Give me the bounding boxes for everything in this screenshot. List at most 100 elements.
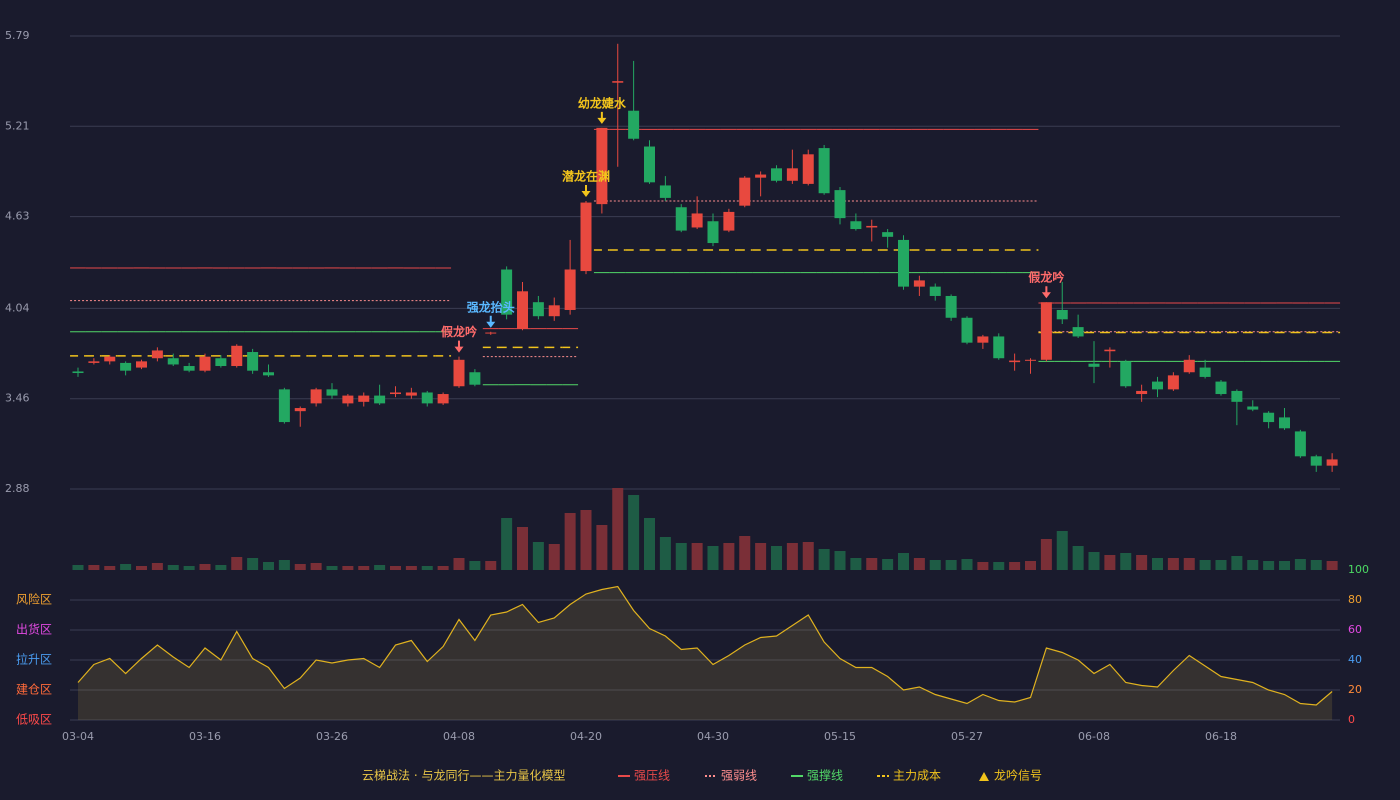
volume-bar <box>739 536 751 570</box>
candle-body <box>929 286 941 296</box>
candle-body <box>834 190 846 219</box>
candle-body <box>183 366 195 371</box>
volume-bar <box>564 513 576 570</box>
signal-arrow <box>486 315 496 328</box>
volume-bar <box>1183 558 1195 570</box>
candle-body <box>977 336 989 343</box>
volume-bar <box>1279 561 1290 570</box>
candle-body <box>771 168 782 181</box>
candle-body <box>1025 359 1036 361</box>
candle-body <box>945 295 957 318</box>
osc-tick-label: 40 <box>1348 653 1362 666</box>
osc-area <box>78 586 1333 720</box>
volume-bar <box>644 518 655 570</box>
volume-bar <box>421 566 433 570</box>
volume-bar <box>1056 531 1068 570</box>
volume-bar <box>405 566 417 570</box>
volume-bar <box>1104 555 1116 570</box>
volume-bar <box>294 564 306 570</box>
y-tick-label: 4.63 <box>5 210 30 223</box>
candle-body <box>1152 381 1163 390</box>
candle-body <box>1183 359 1195 373</box>
volume-bar <box>517 527 528 570</box>
candle-body <box>104 356 116 362</box>
volume-bar <box>580 510 592 570</box>
volume-bar <box>1247 560 1259 570</box>
volume-bar <box>437 566 449 570</box>
volume-bar <box>167 565 179 570</box>
volume-bar <box>1072 546 1084 570</box>
candle-body <box>691 213 703 228</box>
legend-title: 云梯战法 · 与龙同行——主力量化模型 <box>362 769 565 783</box>
candle-body <box>278 389 290 423</box>
candle-body <box>1088 363 1100 367</box>
x-tick-label: 05-15 <box>824 730 856 743</box>
candle-body <box>644 146 655 183</box>
candle-body <box>786 168 798 181</box>
volume-bar <box>151 563 163 570</box>
candle-body <box>866 225 878 228</box>
candle-body <box>215 358 227 367</box>
candle-body <box>453 359 465 387</box>
candle-body <box>136 361 147 368</box>
volume-bar <box>1009 562 1021 570</box>
candle-body <box>532 302 544 317</box>
volume-bar <box>390 566 401 570</box>
x-tick-label: 03-16 <box>189 730 221 743</box>
volume-bar <box>850 558 862 570</box>
candle-body <box>913 280 925 287</box>
volume-bar <box>834 551 846 570</box>
y-tick-label: 5.21 <box>5 119 30 132</box>
volume-bar <box>802 542 814 570</box>
osc-tick-label: 0 <box>1348 713 1355 726</box>
legend-label: 主力成本 <box>893 769 941 783</box>
volume-bar <box>247 558 259 570</box>
volume-bar <box>231 557 243 570</box>
candle-body <box>739 177 751 206</box>
candle-body <box>390 392 401 395</box>
volume-bar <box>755 543 767 570</box>
osc-line <box>77 585 1333 706</box>
candle-body <box>707 221 719 244</box>
volume-bar <box>913 558 925 570</box>
volume-bar <box>548 544 560 570</box>
candle-body <box>898 239 909 287</box>
volume-bar <box>612 488 624 570</box>
candle-body <box>405 392 417 396</box>
volume-bar <box>1199 560 1211 570</box>
osc-tick-label: 80 <box>1348 593 1362 606</box>
legend-label: 龙吟信号 <box>994 768 1042 783</box>
legend-swatch <box>979 772 989 781</box>
zone-label: 建仓区 <box>16 683 52 697</box>
volume-bar <box>771 546 782 570</box>
volume-bar <box>866 558 878 570</box>
volume-bar <box>1120 553 1132 570</box>
candle-body <box>294 408 306 412</box>
candle-body <box>326 389 338 396</box>
volume-bar <box>374 565 386 570</box>
signal-arrow <box>1041 286 1051 299</box>
y-tick-label: 3.46 <box>5 392 30 405</box>
candle-body <box>374 395 386 404</box>
volume-bar <box>596 525 608 570</box>
osc-tick-label: 60 <box>1348 623 1362 636</box>
volume-bar <box>263 562 274 570</box>
volume-bar <box>342 566 354 570</box>
candle-body <box>199 356 211 371</box>
candle-body <box>882 232 894 237</box>
candle-body <box>88 361 100 363</box>
candle-body <box>231 345 243 367</box>
volume-bar <box>310 563 322 570</box>
signal-label: 假龙吟 <box>441 324 477 339</box>
volume-bar <box>501 518 513 570</box>
candle-body <box>628 110 640 139</box>
volume-bar <box>993 562 1005 570</box>
signal-label: 幼龙婕水 <box>578 95 627 110</box>
x-tick-label: 06-18 <box>1205 730 1237 743</box>
signal-label: 假龙吟 <box>1028 270 1064 285</box>
volume-bar <box>929 560 941 570</box>
candle-body <box>612 81 624 83</box>
volume-bar <box>898 553 909 570</box>
volume-bar <box>659 537 671 570</box>
